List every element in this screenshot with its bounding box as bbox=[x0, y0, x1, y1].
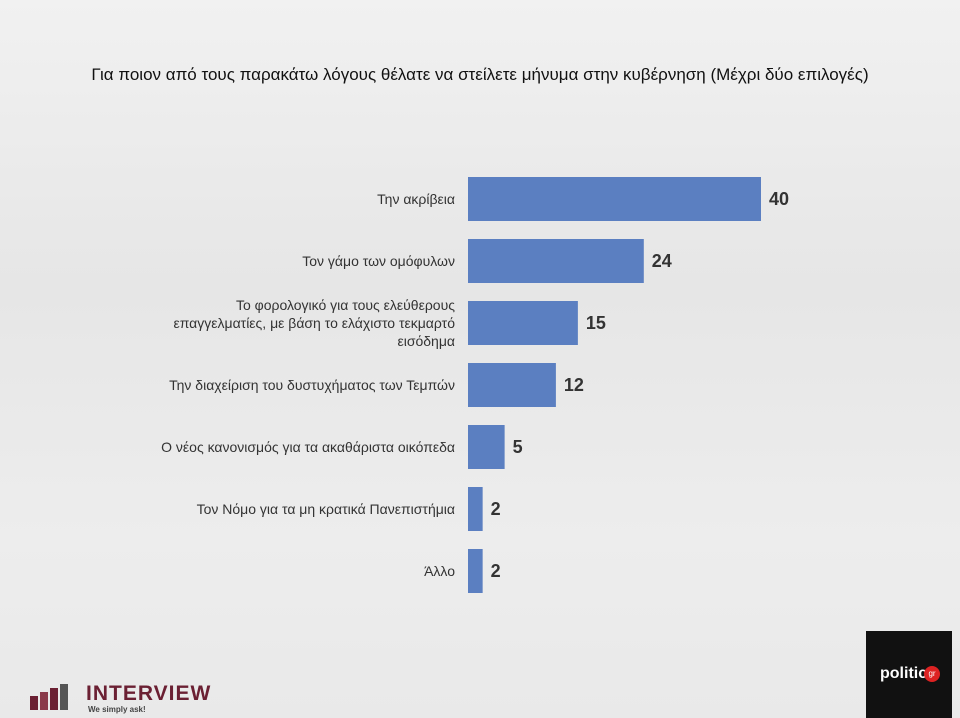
bar bbox=[468, 487, 483, 531]
value-label: 2 bbox=[491, 561, 501, 581]
category-label: Το φορολογικό για τους ελεύθερους επαγγε… bbox=[173, 297, 455, 349]
value-label: 12 bbox=[564, 375, 584, 395]
logo-tagline: We simply ask! bbox=[88, 705, 146, 714]
bar bbox=[468, 425, 505, 469]
category-label: Άλλο bbox=[424, 563, 455, 579]
bar bbox=[468, 239, 644, 283]
logo-icon bbox=[30, 684, 68, 710]
politic-logo: politic gr bbox=[866, 631, 952, 718]
bar bbox=[468, 549, 483, 593]
chart-title: Για ποιον από τους παρακάτω λόγους θέλατ… bbox=[91, 65, 869, 84]
logo-text: INTERVIEW bbox=[86, 682, 212, 705]
value-label: 15 bbox=[586, 313, 606, 333]
value-label: 5 bbox=[513, 437, 523, 457]
category-label: Ο νέος κανονισμός για τα ακαθάριστα οικό… bbox=[161, 439, 455, 455]
logo-text: politic bbox=[880, 665, 928, 682]
bar bbox=[468, 301, 578, 345]
category-label: Τον Νόμο για τα μη κρατικά Πανεπιστήμια bbox=[196, 501, 455, 517]
value-label: 2 bbox=[491, 499, 501, 519]
value-label: 24 bbox=[652, 251, 672, 271]
logo-badge: gr bbox=[924, 666, 940, 682]
value-label: 40 bbox=[769, 189, 789, 209]
category-label: Την ακρίβεια bbox=[377, 191, 455, 207]
bar bbox=[468, 177, 761, 221]
category-label: Την διαχείριση του δυστυχήματος των Τεμπ… bbox=[169, 377, 455, 393]
category-label: Τον γάμο των ομόφυλων bbox=[302, 253, 455, 269]
bar bbox=[468, 363, 556, 407]
